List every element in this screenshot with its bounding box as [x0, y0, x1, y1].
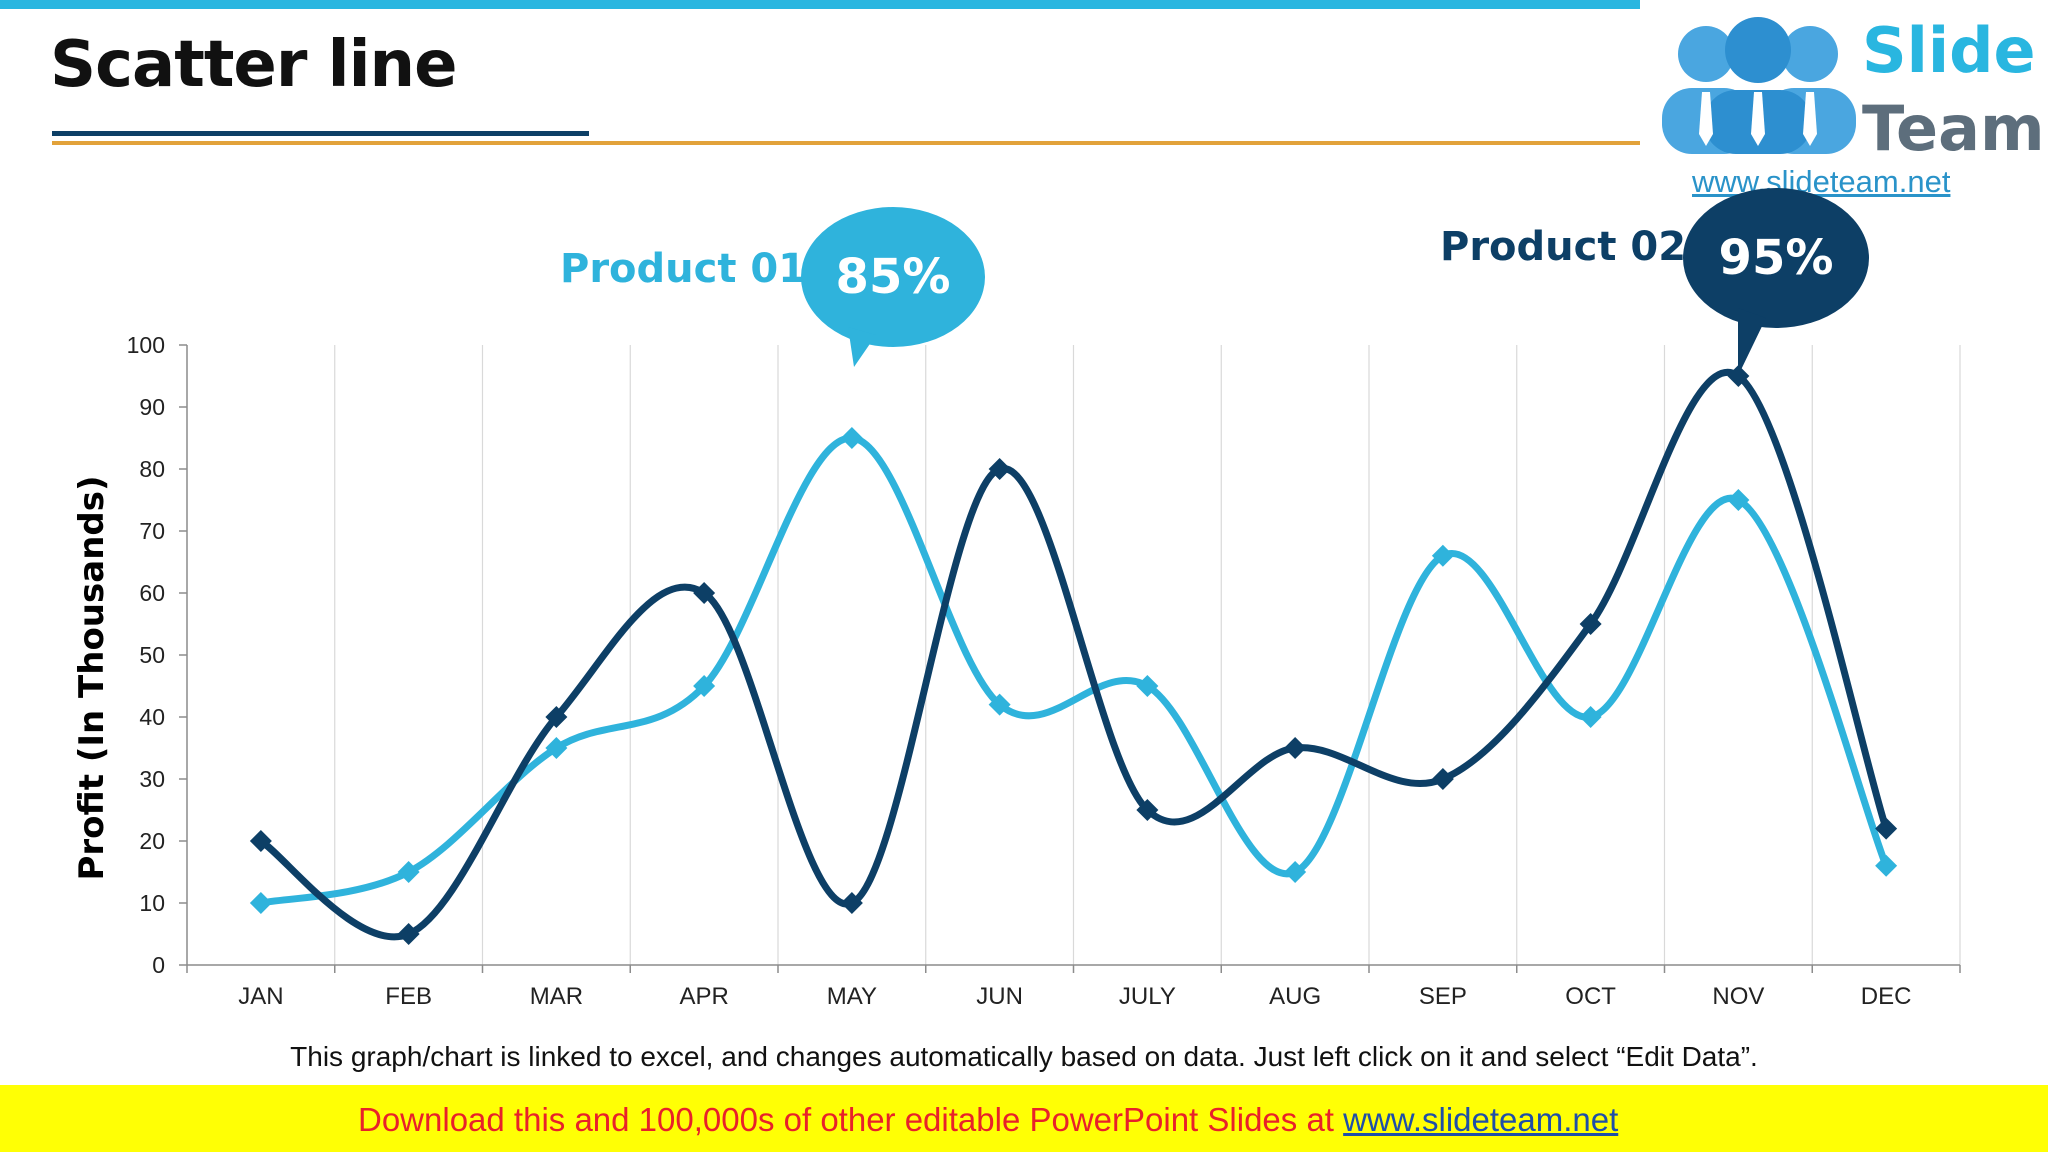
footer-banner: Download this and 100,000s of other edit…: [0, 1085, 2048, 1152]
logo-wordmark-slide: Slide: [1862, 14, 2036, 87]
data-point-marker: [1431, 768, 1454, 790]
y-tick-label: 90: [139, 394, 165, 420]
series-label-product-01: Product 01: [560, 246, 807, 292]
footer-message: Download this and 100,000s of other edit…: [358, 1101, 1344, 1138]
data-point-marker: [840, 427, 863, 449]
data-point-marker: [1284, 737, 1307, 759]
callout-bubble-product-02: 95%: [1682, 188, 1870, 376]
data-point-marker: [397, 861, 420, 883]
x-tick-label: AUG: [1269, 983, 1321, 1010]
x-tick-label: APR: [679, 983, 728, 1010]
x-tick-label: OCT: [1565, 983, 1616, 1010]
x-tick-label: JULY: [1119, 983, 1176, 1010]
y-tick-label: 70: [139, 518, 165, 544]
logo-url-link[interactable]: www.slideteam.net: [1692, 164, 1951, 199]
x-tick-label: SEP: [1419, 983, 1467, 1010]
logo-wordmark-team: Team: [1862, 92, 2045, 165]
data-point-marker: [1875, 854, 1898, 877]
speech-bubble-icon: [801, 207, 985, 367]
page-title: Scatter line: [50, 28, 457, 102]
data-point-marker: [1727, 365, 1750, 387]
y-tick-label: 20: [139, 828, 165, 854]
data-point-marker: [840, 892, 863, 914]
x-tick-label: NOV: [1712, 983, 1764, 1010]
data-point-marker: [397, 923, 420, 945]
x-tick-label: MAY: [827, 983, 877, 1010]
data-point-marker: [988, 693, 1011, 716]
callout-value-product-02: 95%: [1718, 230, 1834, 286]
title-underline-gold: [52, 141, 1640, 145]
y-tick-label: 30: [139, 766, 165, 792]
data-point-marker: [1875, 817, 1898, 840]
data-point-marker: [545, 737, 568, 759]
slideteam-logo: Slide Team www.slideteam.net: [1640, 0, 2048, 200]
data-point-marker: [249, 892, 272, 914]
speech-bubble-icon: [1683, 188, 1869, 376]
data-point-marker: [1579, 613, 1602, 635]
x-tick-label: DEC: [1861, 983, 1912, 1010]
scatter-line-chart: 0 10 20 30 40 50 60 70 80 90 100 JAN FEB MAR APR MAY JUN…: [127, 332, 1961, 1010]
y-tick-label: 60: [139, 580, 165, 606]
callout-value-product-01: 85%: [835, 249, 951, 305]
y-tick-label: 50: [139, 642, 165, 668]
title-underline-navy: [52, 131, 589, 136]
y-tick-label: 80: [139, 456, 165, 482]
y-tick-label: 10: [139, 890, 165, 916]
data-point-marker: [1136, 675, 1159, 697]
footer-text: Download this and 100,000s of other edit…: [358, 1101, 1618, 1139]
data-point-marker: [1727, 489, 1750, 511]
footer-link[interactable]: www.slideteam.net: [1343, 1101, 1619, 1138]
data-point-marker: [1579, 706, 1602, 728]
series-label-product-02: Product 02: [1440, 224, 1687, 270]
x-tick-label: MAR: [530, 983, 583, 1010]
data-point-marker: [1431, 544, 1454, 567]
chart-footnote: This graph/chart is linked to excel, and…: [290, 1041, 1758, 1072]
data-point-marker: [545, 706, 568, 728]
x-tick-label: JUN: [976, 983, 1023, 1010]
data-point-marker: [988, 458, 1011, 480]
data-point-marker: [693, 675, 716, 697]
data-point-marker: [1284, 861, 1307, 883]
y-tick-label: 0: [152, 952, 165, 978]
data-point-marker: [693, 582, 716, 604]
top-accent-bar: [0, 0, 1640, 9]
x-tick-label: JAN: [238, 983, 283, 1010]
x-tick-label: FEB: [385, 983, 432, 1010]
data-point-marker: [1136, 799, 1159, 821]
data-point-marker: [249, 830, 272, 852]
y-tick-label: 40: [139, 704, 165, 730]
people-icon: [1662, 17, 1856, 154]
callout-bubble-product-01: 85%: [800, 207, 986, 367]
y-tick-label: 100: [127, 332, 165, 358]
